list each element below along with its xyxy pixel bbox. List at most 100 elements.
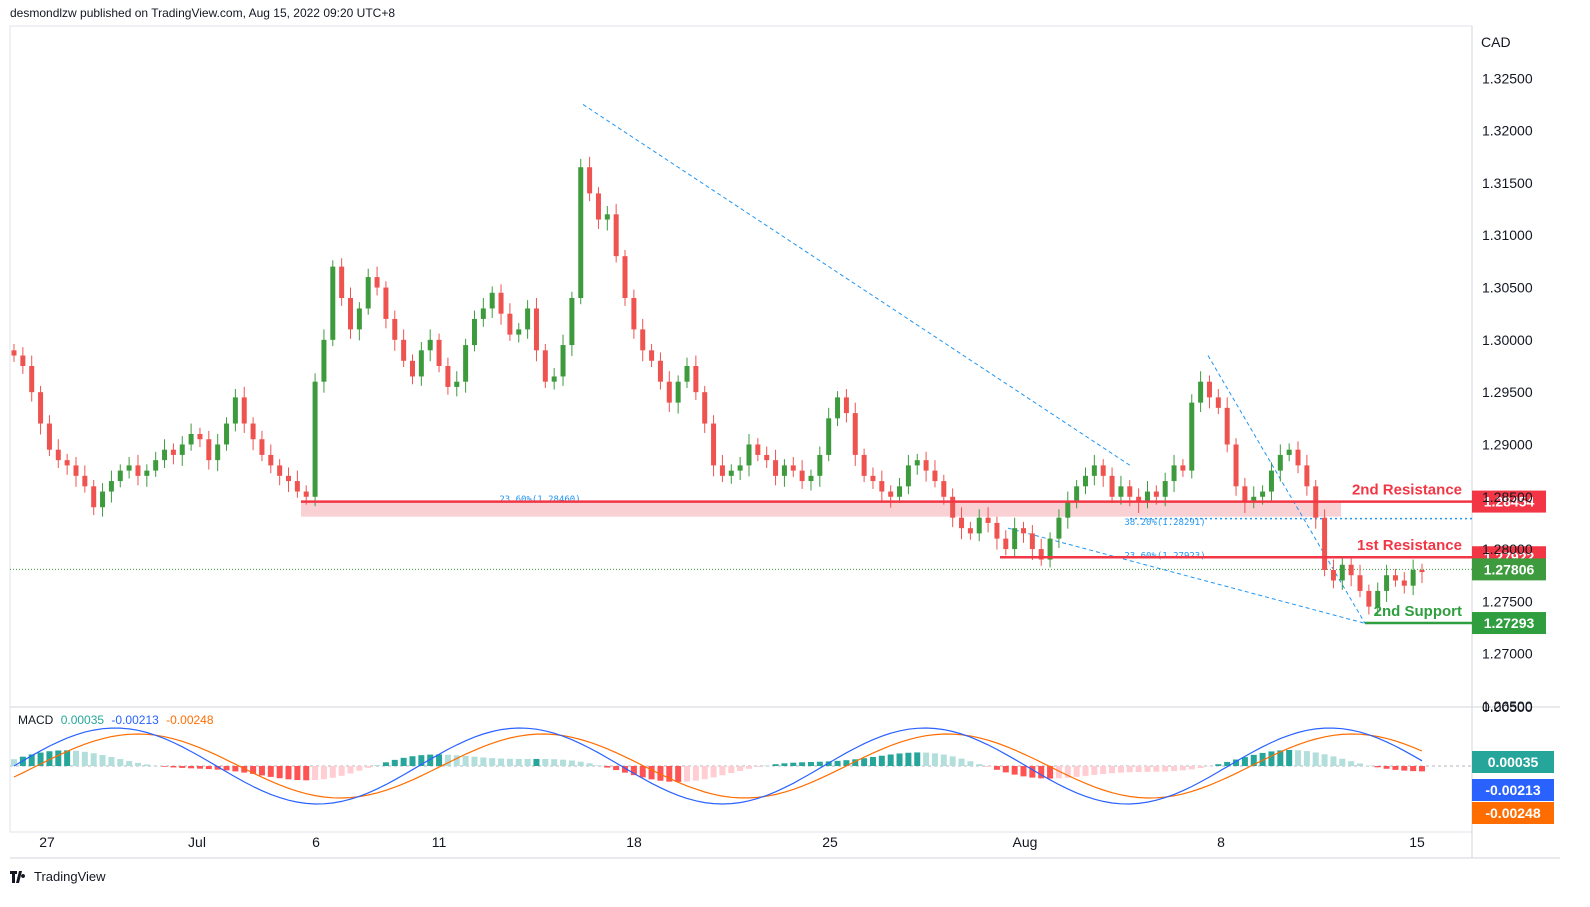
candle-body bbox=[339, 266, 345, 298]
candle bbox=[959, 507, 965, 540]
macd-hist-bar bbox=[285, 766, 292, 780]
macd-hist-bar bbox=[754, 766, 761, 767]
macd-hist-bar bbox=[905, 752, 912, 766]
candle bbox=[135, 454, 141, 486]
fib-label: 38.20%(1.28291) bbox=[1124, 518, 1205, 528]
macd-hist-bar bbox=[356, 766, 363, 771]
candle-body bbox=[100, 491, 106, 508]
candle bbox=[755, 438, 761, 462]
macd-hist-bar bbox=[719, 766, 726, 776]
candle-body bbox=[764, 454, 770, 461]
tradingview-brand[interactable]: TradingView bbox=[10, 869, 106, 884]
macd-line-tag bbox=[1472, 779, 1554, 801]
macd-hist-bar bbox=[134, 762, 141, 766]
candle bbox=[418, 341, 424, 386]
macd-hist-bar bbox=[1224, 761, 1231, 766]
candle-body bbox=[1268, 470, 1274, 492]
candle bbox=[764, 446, 770, 468]
macd-line bbox=[13, 727, 1423, 805]
level-price-tag bbox=[1472, 612, 1546, 635]
candle bbox=[241, 386, 247, 433]
level-label: 2nd Resistance bbox=[1352, 482, 1462, 499]
macd-hist-tag bbox=[1472, 751, 1554, 773]
candle-body bbox=[445, 366, 451, 387]
macd-legend: MACD 0.00035 -0.00213 -0.00248 bbox=[18, 713, 218, 727]
candle bbox=[1206, 375, 1212, 409]
macd-hist-bar bbox=[1374, 766, 1381, 768]
candle-body bbox=[1144, 491, 1150, 502]
macd-hist-bar bbox=[382, 762, 389, 766]
macd-hist-bar bbox=[1357, 763, 1364, 766]
macd-hist-bar bbox=[551, 759, 558, 766]
candle-body bbox=[1339, 564, 1345, 581]
candle-body bbox=[1384, 575, 1390, 591]
candle bbox=[55, 439, 61, 468]
macd-hist-bar bbox=[409, 756, 416, 766]
candle-body bbox=[1136, 496, 1142, 502]
candle-body bbox=[613, 214, 619, 257]
candle-body bbox=[1366, 590, 1372, 607]
macd-hist-bar bbox=[1286, 750, 1293, 766]
candle-body bbox=[241, 397, 247, 424]
candle-body bbox=[843, 397, 849, 414]
candle-body bbox=[1260, 491, 1266, 497]
macd-hist-bar bbox=[799, 762, 806, 766]
candle bbox=[1180, 459, 1186, 477]
candle-body bbox=[82, 475, 88, 487]
macd-hist-bar bbox=[453, 755, 460, 766]
candle bbox=[471, 310, 477, 352]
candle-body bbox=[950, 496, 956, 518]
candle bbox=[516, 323, 522, 343]
macd-hist-bar bbox=[506, 758, 513, 766]
fib-label: 23.60%(1.28460) bbox=[499, 495, 580, 505]
candle-body bbox=[1410, 570, 1416, 586]
candle-body bbox=[463, 345, 469, 382]
candle-body bbox=[374, 277, 380, 288]
candle bbox=[1375, 582, 1381, 617]
macd-hist-bar bbox=[993, 766, 1000, 770]
candle-body bbox=[1074, 486, 1080, 502]
candle bbox=[1065, 491, 1071, 529]
candle bbox=[932, 460, 938, 488]
macd-hist-bar bbox=[630, 766, 637, 776]
macd-hist-bar bbox=[196, 766, 203, 769]
macd-hist-bar bbox=[878, 755, 885, 766]
candle-body bbox=[773, 460, 779, 476]
candle bbox=[551, 368, 557, 390]
candle bbox=[613, 203, 619, 263]
candle bbox=[1277, 444, 1283, 482]
level-price-text: 1.28454 bbox=[1484, 494, 1535, 510]
macd-hist-bar bbox=[931, 753, 938, 766]
candle-body bbox=[976, 517, 982, 534]
candle bbox=[684, 357, 690, 388]
candle-body bbox=[1171, 465, 1177, 482]
level-label: 2nd Support bbox=[1374, 603, 1462, 620]
macd-hist-bar bbox=[81, 751, 88, 766]
macd-hist-bar bbox=[1144, 766, 1151, 772]
macd-hist-bar bbox=[976, 764, 983, 766]
macd-hist-bar bbox=[861, 758, 868, 766]
candle bbox=[657, 352, 663, 390]
macd-hist-bar bbox=[1330, 756, 1337, 766]
lower-channel-line bbox=[1007, 527, 1366, 624]
candle-body bbox=[1012, 528, 1018, 550]
macd-hist-bar bbox=[524, 758, 531, 766]
candle bbox=[463, 338, 469, 393]
candle-body bbox=[1127, 486, 1133, 497]
candle-body bbox=[835, 397, 841, 419]
price-tick-label: 1.31000 bbox=[1482, 227, 1533, 243]
candle-body bbox=[46, 423, 52, 450]
price-tick-label: 1.28000 bbox=[1482, 541, 1533, 557]
candle-body bbox=[224, 423, 230, 445]
candle-body bbox=[604, 214, 610, 220]
candle-body bbox=[967, 528, 973, 534]
candle-body bbox=[383, 287, 389, 319]
candle bbox=[498, 284, 504, 325]
candle bbox=[631, 289, 637, 339]
candle bbox=[392, 310, 398, 351]
candle-body bbox=[1401, 580, 1407, 586]
candle-body bbox=[1277, 454, 1283, 471]
candle bbox=[870, 467, 876, 489]
candle-body bbox=[631, 298, 637, 330]
